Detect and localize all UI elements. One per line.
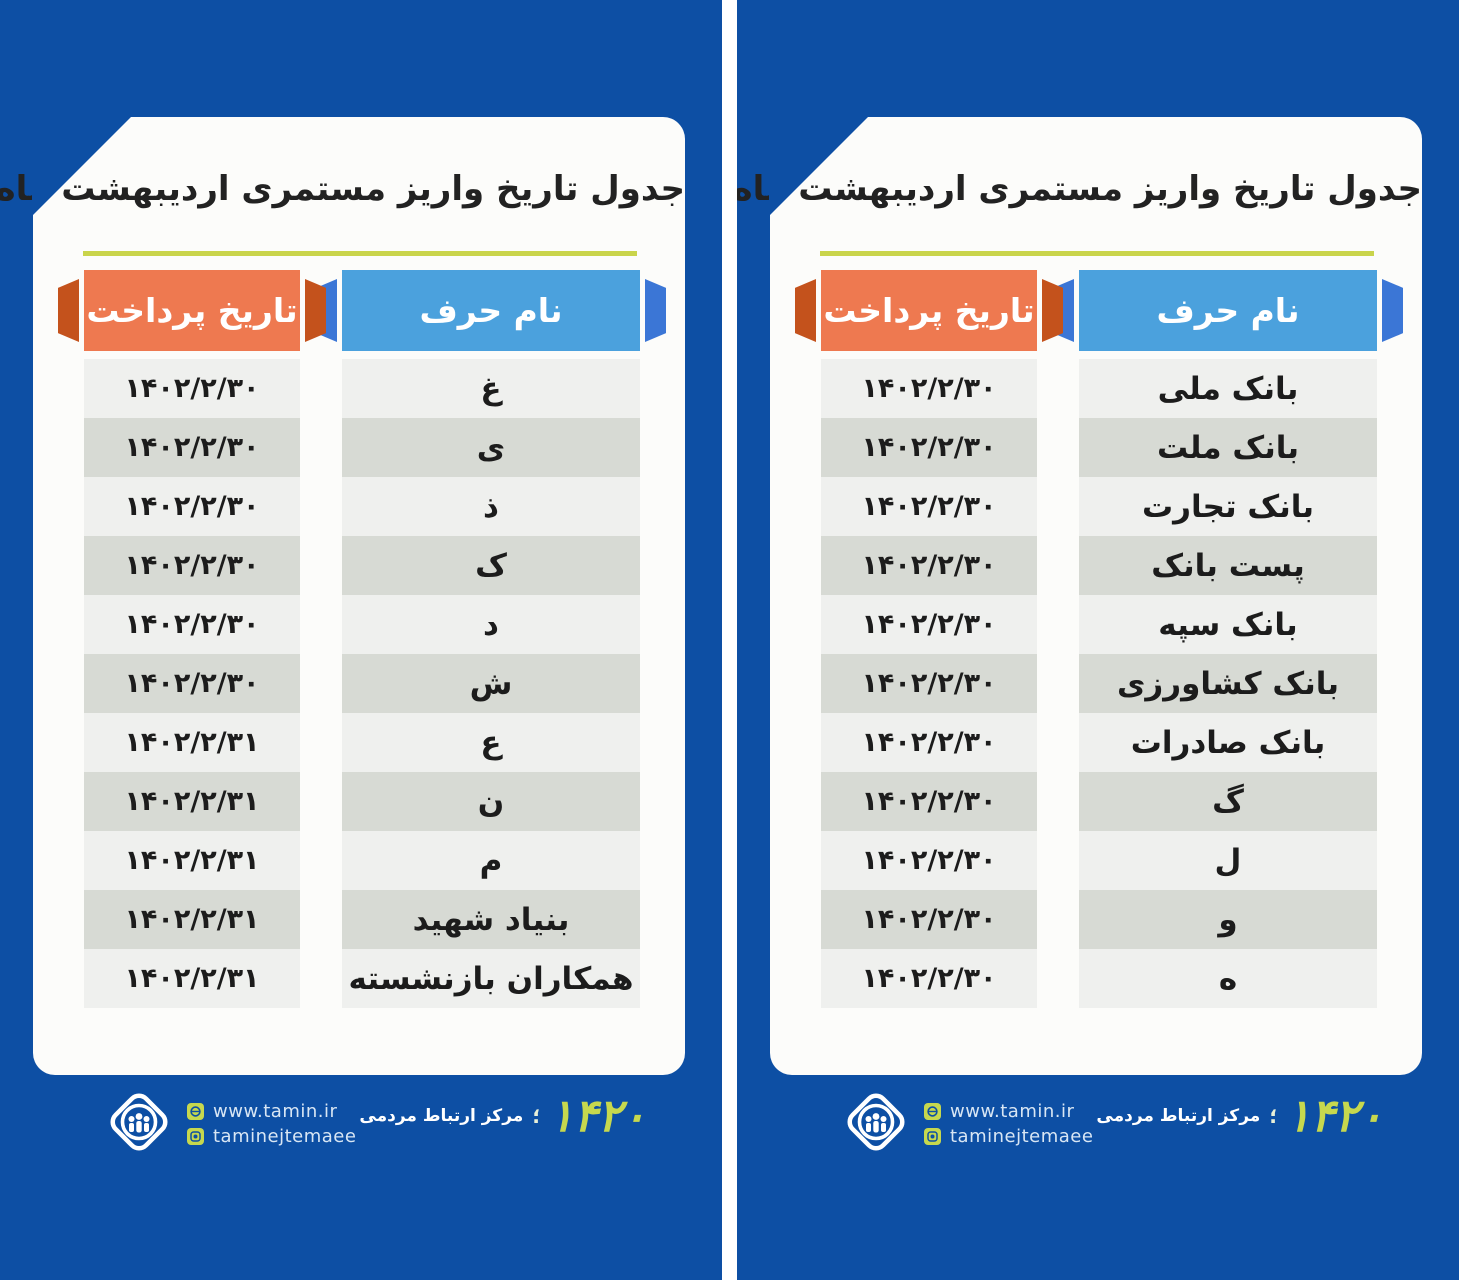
page-title: جدول تاریخ واریز مستمری اردیبهشت ماه ١٤٠… xyxy=(737,169,1422,209)
social-handle: taminejtemaee xyxy=(950,1126,1094,1147)
header-wing-icon xyxy=(1042,279,1063,342)
table-cell-letter-name: ه xyxy=(1079,949,1377,1008)
card-banks: جدول تاریخ واریز مستمری اردیبهشت ماه ١٤٠… xyxy=(737,116,1422,1075)
header-wing-icon xyxy=(795,279,816,342)
title-divider xyxy=(83,251,637,256)
tamin-logo-icon xyxy=(103,1086,175,1162)
social-handle: taminejtemaee xyxy=(213,1126,357,1147)
title-divider xyxy=(820,251,1374,256)
panel-footer: www.tamin.ir taminejtemaee ۱۴۲۰ ؛ مرکز ا… xyxy=(737,1086,1459,1156)
header-label-letter-name: نام حرف xyxy=(419,291,563,330)
table-cell-letter-name: غ xyxy=(342,359,640,418)
header-wing-icon xyxy=(1382,279,1403,342)
table-cell-letter-name: بانک سپه xyxy=(1079,595,1377,654)
table-cell-payment-date: ۱۴۰۲/۲/۳۰ xyxy=(84,418,300,477)
page-title: جدول تاریخ واریز مستمری اردیبهشت ماه ١٤٠… xyxy=(0,169,685,209)
table-cell-letter-name: گ xyxy=(1079,772,1377,831)
website-icon xyxy=(187,1103,204,1120)
table-cell-payment-date: ۱۴۰۲/۲/۳۰ xyxy=(821,595,1037,654)
table-cell-payment-date: ۱۴۰۲/۲/۳۰ xyxy=(84,477,300,536)
table-cell-letter-name: بانک تجارت xyxy=(1079,477,1377,536)
instagram-icon xyxy=(924,1128,941,1145)
table-cell-payment-date: ۱۴۰۲/۲/۳۰ xyxy=(821,772,1037,831)
table-cell-letter-name: بانک کشاورزی xyxy=(1079,654,1377,713)
hotline-block: ۱۴۲۰ ؛ مرکز ارتباط مردمی xyxy=(359,1090,646,1142)
table-cell-payment-date: ۱۴۰۲/۲/۳۱ xyxy=(84,772,300,831)
header-cell-letter-name: نام حرف xyxy=(316,270,666,351)
brand-block: www.tamin.ir taminejtemaee xyxy=(840,1086,1093,1162)
table-header: نام حرف تاریخ پرداخت xyxy=(795,270,1403,351)
website-url: www.tamin.ir xyxy=(950,1101,1075,1122)
table-cell-letter-name: ش xyxy=(342,654,640,713)
table-cell-payment-date: ۱۴۰۲/۲/۳۰ xyxy=(821,713,1037,772)
header-wing-icon xyxy=(305,279,326,342)
table-cell-letter-name: بانک صادرات xyxy=(1079,713,1377,772)
hotline-block: ۱۴۲۰ ؛ مرکز ارتباط مردمی xyxy=(1096,1090,1383,1142)
table-cell-payment-date: ۱۴۰۲/۲/۳۰ xyxy=(821,831,1037,890)
hotline-label: مرکز ارتباط مردمی xyxy=(1096,1106,1261,1126)
table-cell-payment-date: ۱۴۰۲/۲/۳۰ xyxy=(821,477,1037,536)
table-header: نام حرف تاریخ پرداخت xyxy=(58,270,666,351)
header-label-payment-date: تاریخ پرداخت xyxy=(86,291,298,330)
table-cell-payment-date: ۱۴۰۲/۲/۳۰ xyxy=(84,359,300,418)
table-cell-payment-date: ۱۴۰۲/۲/۳۰ xyxy=(821,359,1037,418)
table-cell-payment-date: ۱۴۰۲/۲/۳۰ xyxy=(84,654,300,713)
table-cell-payment-date: ۱۴۰۲/۲/۳۱ xyxy=(84,949,300,1008)
header-label-payment-date: تاریخ پرداخت xyxy=(823,291,1035,330)
table-cell-letter-name: ک xyxy=(342,536,640,595)
table-cell-payment-date: ۱۴۰۲/۲/۳۰ xyxy=(821,890,1037,949)
header-cell-payment-date: تاریخ پرداخت xyxy=(795,270,1063,351)
hotline-separator: ؛ xyxy=(532,1104,541,1128)
table-cell-letter-name: بانک ملت xyxy=(1079,418,1377,477)
header-label-letter-name: نام حرف xyxy=(1156,291,1300,330)
hotline-number: ۱۴۲۰ xyxy=(549,1089,646,1142)
header-cell-letter-name: نام حرف xyxy=(1053,270,1403,351)
table-cell-letter-name: ع xyxy=(342,713,640,772)
panel-banks: جدول تاریخ واریز مستمری اردیبهشت ماه ١٤٠… xyxy=(737,0,1459,1280)
table-cell-payment-date: ۱۴۰۲/۲/۳۱ xyxy=(84,831,300,890)
table-cell-payment-date: ۱۴۰۲/۲/۳۰ xyxy=(821,949,1037,1008)
table-cell-letter-name: ی xyxy=(342,418,640,477)
tamin-logo-icon xyxy=(840,1086,912,1162)
table-cell-payment-date: ۱۴۰۲/۲/۳۰ xyxy=(821,536,1037,595)
header-wing-icon xyxy=(645,279,666,342)
table-body: غ ۱۴۰۲/۲/۳۰ ی ۱۴۰۲/۲/۳۰ ذ ۱۴۰۲/۲/۳۰ ک ۱۴… xyxy=(81,359,640,1008)
table-cell-letter-name: پست بانک xyxy=(1079,536,1377,595)
instagram-icon xyxy=(187,1128,204,1145)
table-cell-letter-name: همکاران بازنشسته xyxy=(342,949,640,1008)
brand-block: www.tamin.ir taminejtemaee xyxy=(103,1086,356,1162)
panel-footer: www.tamin.ir taminejtemaee ۱۴۲۰ ؛ مرکز ا… xyxy=(0,1086,722,1156)
table-cell-payment-date: ۱۴۰۲/۲/۳۰ xyxy=(821,654,1037,713)
website-icon xyxy=(924,1103,941,1120)
table-cell-letter-name: ذ xyxy=(342,477,640,536)
table-cell-letter-name: د xyxy=(342,595,640,654)
header-cell-payment-date: تاریخ پرداخت xyxy=(58,270,326,351)
table-cell-payment-date: ۱۴۰۲/۲/۳۱ xyxy=(84,713,300,772)
table-cell-letter-name: بنیاد شهید xyxy=(342,890,640,949)
header-wing-icon xyxy=(58,279,79,342)
table-cell-letter-name: بانک ملی xyxy=(1079,359,1377,418)
table-body: بانک ملی ۱۴۰۲/۲/۳۰ بانک ملت ۱۴۰۲/۲/۳۰ با… xyxy=(818,359,1377,1008)
website-url: www.tamin.ir xyxy=(213,1101,338,1122)
table-cell-letter-name: ل xyxy=(1079,831,1377,890)
table-cell-payment-date: ۱۴۰۲/۲/۳۰ xyxy=(84,595,300,654)
table-cell-letter-name: م xyxy=(342,831,640,890)
hotline-label: مرکز ارتباط مردمی xyxy=(359,1106,524,1126)
hotline-separator: ؛ xyxy=(1269,1104,1278,1128)
table-cell-payment-date: ۱۴۰۲/۲/۳۰ xyxy=(84,536,300,595)
table-cell-payment-date: ۱۴۰۲/۲/۳۰ xyxy=(821,418,1037,477)
panel-letters: جدول تاریخ واریز مستمری اردیبهشت ماه ١٤٠… xyxy=(0,0,722,1280)
hotline-number: ۱۴۲۰ xyxy=(1286,1089,1383,1142)
table-cell-letter-name: ن xyxy=(342,772,640,831)
table-cell-payment-date: ۱۴۰۲/۲/۳۱ xyxy=(84,890,300,949)
card-letters: جدول تاریخ واریز مستمری اردیبهشت ماه ١٤٠… xyxy=(0,116,685,1075)
table-cell-letter-name: و xyxy=(1079,890,1377,949)
